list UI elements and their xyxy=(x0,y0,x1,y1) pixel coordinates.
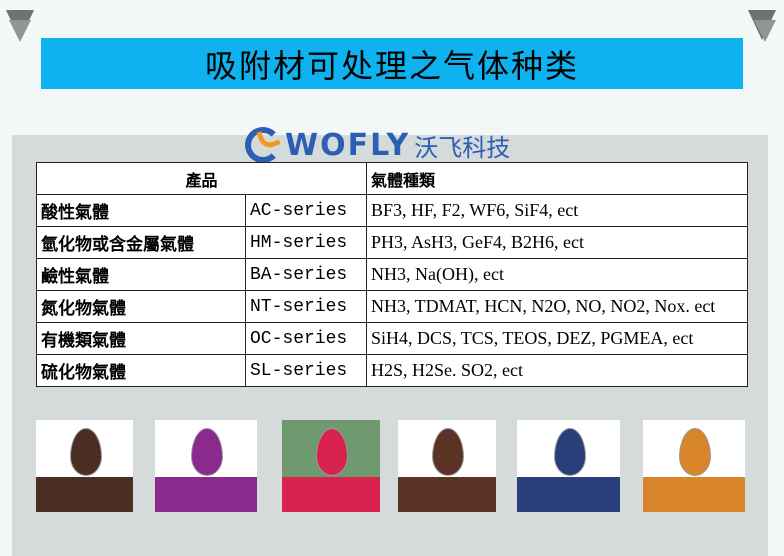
product-name: 鹼性氣體 xyxy=(36,258,246,291)
table-row: 鹼性氣體 BA-series NH3, Na(OH), ect xyxy=(36,258,748,291)
table-row: 硫化物氣體 SL-series H2S, H2Se. SO2, ect xyxy=(36,354,748,387)
adsorbent-sample-photo xyxy=(643,420,745,512)
gas-list: NH3, Na(OH), ect xyxy=(366,258,748,291)
wofly-logo: WOFLY 沃飞科技 xyxy=(245,124,510,166)
product-series: SL-series xyxy=(245,354,367,387)
slide-title: 吸附材可处理之气体种类 xyxy=(41,38,743,89)
corner-triangle-icon xyxy=(9,20,31,42)
corner-triangle-icon xyxy=(754,20,776,42)
header-gas-types: 氣體種類 xyxy=(366,162,748,195)
header-product: 產品 xyxy=(36,162,367,195)
logo-mark-icon xyxy=(245,127,281,163)
gas-list: H2S, H2Se. SO2, ect xyxy=(366,354,748,387)
product-series: HM-series xyxy=(245,226,367,259)
product-series: BA-series xyxy=(245,258,367,291)
product-series: AC-series xyxy=(245,194,367,227)
product-name: 有機類氣體 xyxy=(36,322,246,355)
gas-list: PH3, AsH3, GeF4, B2H6, ect xyxy=(366,226,748,259)
logo-text-en: WOFLY xyxy=(285,127,411,163)
adsorbent-sample-photo xyxy=(517,420,620,512)
adsorbent-sample-photo xyxy=(398,420,496,512)
gas-list: SiH4, DCS, TCS, TEOS, DEZ, PGMEA, ect xyxy=(366,322,748,355)
product-name: 硫化物氣體 xyxy=(36,354,246,387)
product-name: 氫化物或含金屬氣體 xyxy=(36,226,246,259)
adsorbent-sample-photo xyxy=(282,420,380,512)
table-row: 氮化物氣體 NT-series NH3, TDMAT, HCN, N2O, NO, … xyxy=(36,290,748,323)
table-row: 酸性氣體 AC-series BF3, HF, F2, WF6, SiF4, ect xyxy=(36,194,748,227)
product-series: NT-series xyxy=(245,290,367,323)
adsorbent-sample-photo xyxy=(155,420,257,512)
product-name: 酸性氣體 xyxy=(36,194,246,227)
adsorbent-sample-photo xyxy=(36,420,133,512)
table-header-row: 產品 氣體種類 xyxy=(36,162,748,195)
table-row: 氫化物或含金屬氣體 HM-series PH3, AsH3, GeF4, B2H6,… xyxy=(36,226,748,259)
gas-types-table: 產品 氣體種類 酸性氣體 AC-series BF3, HF, F2, WF6, S… xyxy=(36,162,748,387)
product-series: OC-series xyxy=(245,322,367,355)
logo-text-cn: 沃飞科技 xyxy=(414,133,511,162)
table-row: 有機類氣體 OC-series SiH4, DCS, TCS, TEOS, DEZ,… xyxy=(36,322,748,355)
gas-list: NH3, TDMAT, HCN, N2O, NO, NO2, Nox. ect xyxy=(366,290,748,323)
product-name: 氮化物氣體 xyxy=(36,290,246,323)
gas-list: BF3, HF, F2, WF6, SiF4, ect xyxy=(366,194,748,227)
